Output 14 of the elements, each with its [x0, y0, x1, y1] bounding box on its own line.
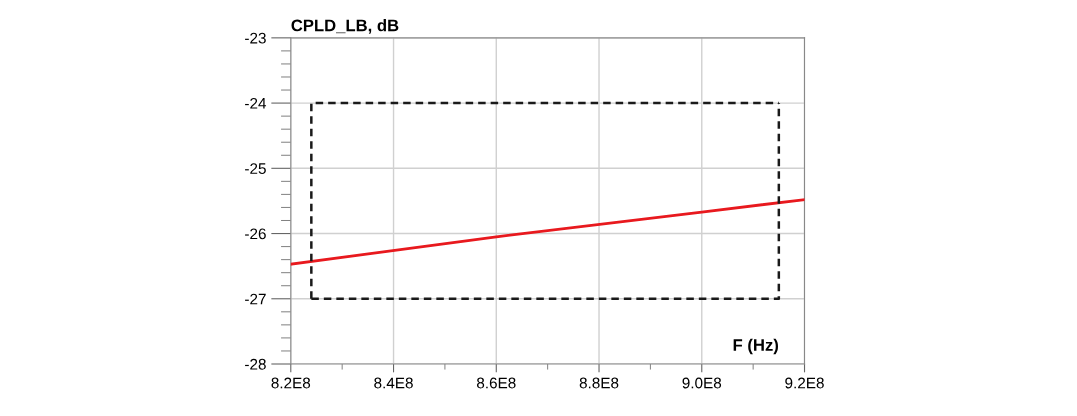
x-tick-label: 8.8E8 — [579, 377, 619, 389]
x-tick-label: 8.6E8 — [476, 377, 516, 389]
x-tick-label: 8.4E8 — [374, 377, 413, 389]
y-tick-label: -27 — [245, 293, 266, 305]
x-axis-title: F (Hz) — [733, 338, 779, 355]
x-tick-label: 9.2E8 — [785, 377, 824, 389]
x-tick-label: 9.0E8 — [682, 377, 722, 389]
y-tick-label: -25 — [245, 163, 266, 174]
y-tick-label: -26 — [245, 228, 266, 240]
y-tick-label: -23 — [245, 32, 266, 44]
y-tick-label: -28 — [245, 358, 266, 370]
x-tick-label: 8.2E8 — [271, 377, 311, 389]
chart-title: CPLD_LB, dB — [291, 19, 399, 34]
y-tick-label: -24 — [245, 97, 267, 109]
